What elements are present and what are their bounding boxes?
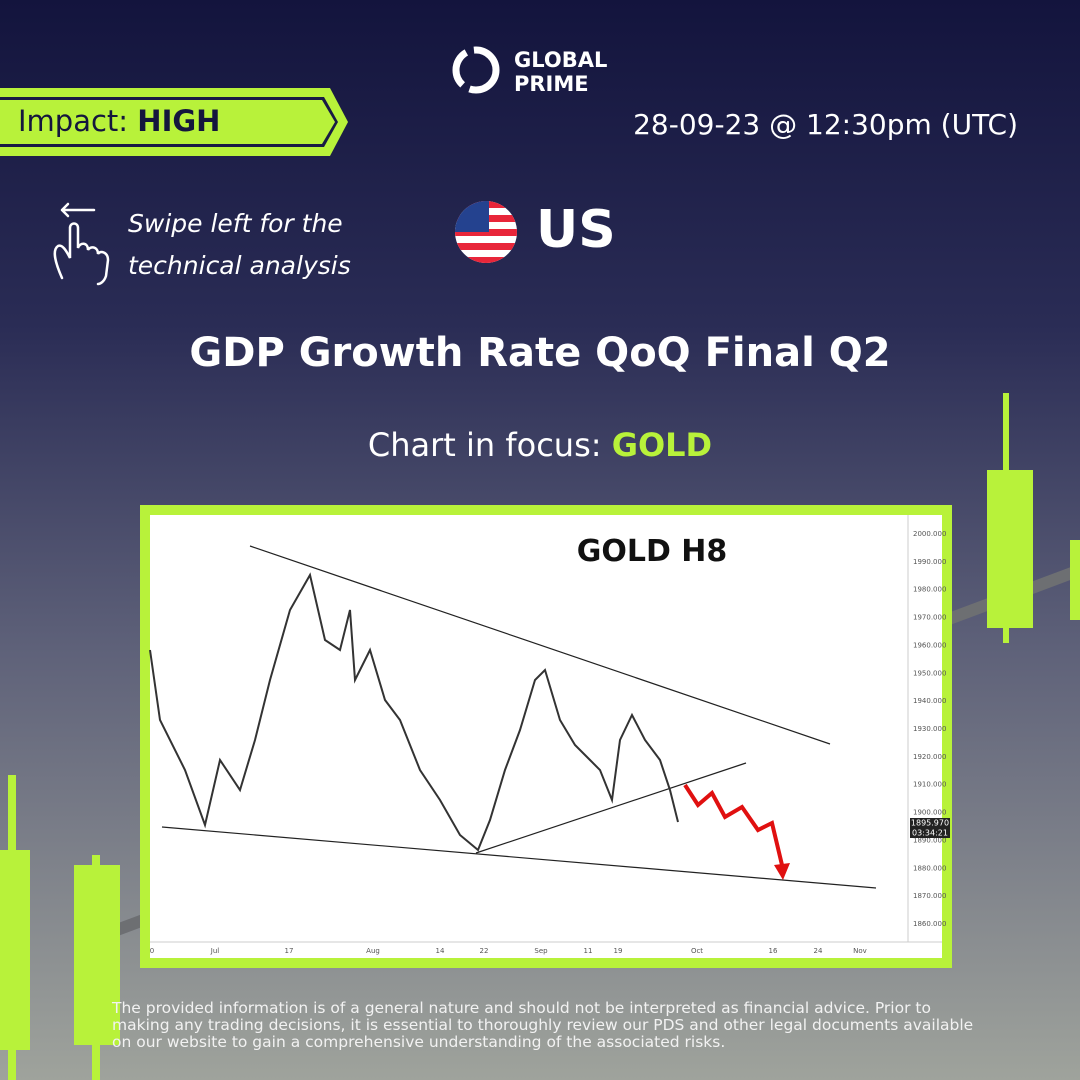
- focus: Chart in focus: GOLD: [0, 426, 1080, 464]
- x-tick-label: 22: [480, 947, 489, 955]
- y-tick-label: 1870.000: [913, 892, 946, 900]
- x-tick-label: 14: [436, 947, 445, 955]
- price-label: 1895.970: [911, 819, 949, 828]
- y-tick-label: 1860.000: [913, 920, 946, 928]
- x-tick-label: Aug: [366, 947, 380, 955]
- country: US: [536, 200, 616, 260]
- chart: GOLD H8 2000.000 1990.000 1980.000 1970.000…: [140, 505, 952, 968]
- x-tick-label: 11: [584, 947, 593, 955]
- x-tick-label: Jul: [210, 947, 220, 955]
- disclaimer: The provided information is of a general…: [112, 999, 974, 1051]
- x-tick-label: 17: [285, 947, 294, 955]
- y-tick-label: 1970.000: [913, 614, 946, 622]
- datetime: 28-09-23 @ 12:30pm (UTC): [633, 108, 1018, 141]
- x-tick-label: 24: [814, 947, 823, 955]
- y-tick-label: 1960.000: [913, 641, 946, 649]
- swipe-line: Swipe left for the: [128, 209, 343, 238]
- y-tick-label: 1930.000: [913, 725, 946, 733]
- y-tick-label: 1980.000: [913, 586, 946, 594]
- y-tick-label: 1950.000: [913, 669, 946, 677]
- logo: GLOBAL PRIME: [514, 48, 607, 96]
- focus-asset: GOLD: [611, 426, 713, 464]
- impact-label: Impact:: [18, 104, 129, 138]
- swipe-line: technical analysis: [128, 251, 351, 280]
- focus-label: Chart in focus:: [367, 426, 602, 464]
- impact-level: HIGH: [137, 104, 221, 138]
- timer-label: 03:34:21: [912, 829, 948, 838]
- x-tick-label: Oct: [691, 947, 703, 955]
- y-tick-label: 1880.000: [913, 864, 946, 872]
- swipe-hint: Swipe left for the technical analysis: [128, 203, 351, 287]
- y-tick-label: 1920.000: [913, 753, 946, 761]
- x-tick-label: Sep: [534, 947, 548, 955]
- y-tick-label: 2000.000: [913, 530, 946, 538]
- x-tick-label: 19: [614, 947, 623, 955]
- y-tick-label: 1890.000: [913, 836, 946, 844]
- y-tick-label: 1910.000: [913, 781, 946, 789]
- y-tick-label: 1990.000: [913, 558, 946, 566]
- event-title: GDP Growth Rate QoQ Final Q2: [189, 330, 891, 376]
- logo-line: GLOBAL: [514, 48, 608, 72]
- y-tick-label: 1900.000: [913, 809, 946, 817]
- y-tick-label: 1940.000: [913, 697, 946, 705]
- chart-title: GOLD H8: [577, 534, 728, 569]
- x-tick-label: Nov: [853, 947, 867, 955]
- impact: Impact: HIGH: [18, 104, 220, 138]
- x-tick-label: 0: [150, 947, 154, 955]
- logo-line: PRIME: [514, 72, 589, 96]
- x-tick-label: 16: [769, 947, 778, 955]
